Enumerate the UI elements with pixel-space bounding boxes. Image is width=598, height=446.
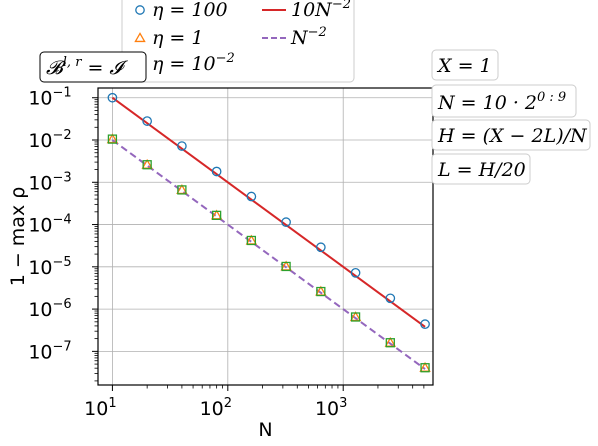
series-1-point: [142, 116, 153, 126]
series-3-point: [385, 338, 395, 348]
legend-marker: [134, 32, 146, 43]
tick-exponent: −6: [53, 297, 72, 312]
legend-label: η = 100: [152, 0, 228, 21]
series-3-point: [211, 210, 222, 221]
grid: [98, 88, 433, 385]
series-1-point: [107, 92, 118, 103]
legend-exponent: −2: [216, 51, 235, 66]
ticks: 101 102 103 10−1 10−2 10−3 10−4 10−5 10−6 10−7: [28, 86, 425, 420]
reference-lines: [111, 96, 426, 370]
annotation-superscript: l, r: [63, 55, 82, 70]
series-3-point: [107, 134, 118, 144]
data-points: [106, 92, 431, 373]
series-1-point: [385, 293, 396, 304]
series-3-point: [177, 185, 187, 195]
legend-exponent: −2: [332, 0, 351, 12]
tick-exponent: 1: [108, 396, 116, 411]
annotation-superscript: 0 : 9: [537, 90, 566, 105]
series-3-point: [316, 286, 326, 297]
y-axis-label: 1 − max ρ: [7, 187, 29, 287]
legend-marker: [135, 5, 145, 15]
legend-label: N−2: [290, 25, 327, 49]
annotation-box-L: [431, 153, 531, 185]
annotation-text-bcond: 𝓑l, r = 𝓘: [46, 55, 128, 79]
reference-line-1: [111, 96, 426, 328]
y-tick-label: 10−7: [28, 339, 71, 363]
series-1-point: [211, 166, 222, 177]
legend-label: η = 10−2: [152, 51, 235, 75]
y-tick-label: 10−1: [28, 86, 71, 110]
tick-exponent: −3: [53, 170, 72, 185]
tick-exponent: −4: [53, 213, 72, 228]
reference-line-2: [111, 139, 426, 370]
x-tick-label: 102: [200, 396, 232, 420]
annotation-text-N: N = 10 · 20 : 9: [437, 90, 566, 114]
x-tick-label: 103: [315, 396, 347, 420]
tick-exponent: 3: [339, 396, 347, 411]
series-3-point: [281, 261, 291, 272]
legend-label: η = 1: [152, 27, 203, 49]
legend-box: [121, 0, 355, 83]
series-3-point: [350, 312, 361, 322]
series-3-point: [420, 363, 430, 373]
tick-exponent: −5: [53, 255, 72, 270]
annotation-box-bcond: [39, 51, 147, 83]
annotation-boxes: 𝓑l, r = 𝓘 X = 1 N = 10 · 20 : 9 H = (X − 2L…: [39, 49, 591, 185]
annotation-text-L: L = H/20: [437, 159, 526, 181]
tick-exponent: −2: [53, 128, 72, 143]
series-3-point: [246, 235, 257, 246]
axes-frame: [97, 87, 434, 386]
series-1-point: [315, 242, 326, 253]
series-3-point: [142, 160, 152, 170]
x-tick-label: 101: [84, 396, 116, 420]
annotation-box-H: [431, 119, 591, 151]
y-tick-label: 10−4: [28, 213, 71, 237]
annotation-text-H: H = (X − 2L)/N: [437, 125, 588, 147]
series-1-point: [246, 191, 257, 202]
tick-exponent: 2: [224, 396, 232, 411]
y-tick-label: 10−3: [28, 170, 71, 194]
tick-exponent: −1: [53, 86, 72, 101]
y-tick-label: 10−6: [28, 297, 71, 321]
annotation-text-X: X = 1: [436, 55, 492, 77]
legend: η = 100 η = 1η = 10−2 10N−2 N−2: [121, 0, 355, 83]
series-1-point: [177, 141, 187, 151]
annotation-box-N: [431, 84, 577, 118]
x-axis-label: N: [258, 419, 272, 441]
annotation-box-X: [431, 49, 499, 81]
series-1-point: [350, 267, 361, 278]
y-tick-label: 10−5: [28, 255, 71, 279]
legend-exponent: −2: [308, 25, 327, 40]
legend-label: 10N−2: [291, 0, 351, 21]
y-tick-label: 10−2: [28, 128, 71, 152]
series-1-point: [420, 319, 430, 330]
tick-exponent: −7: [53, 339, 72, 354]
series-1-point: [281, 217, 291, 227]
